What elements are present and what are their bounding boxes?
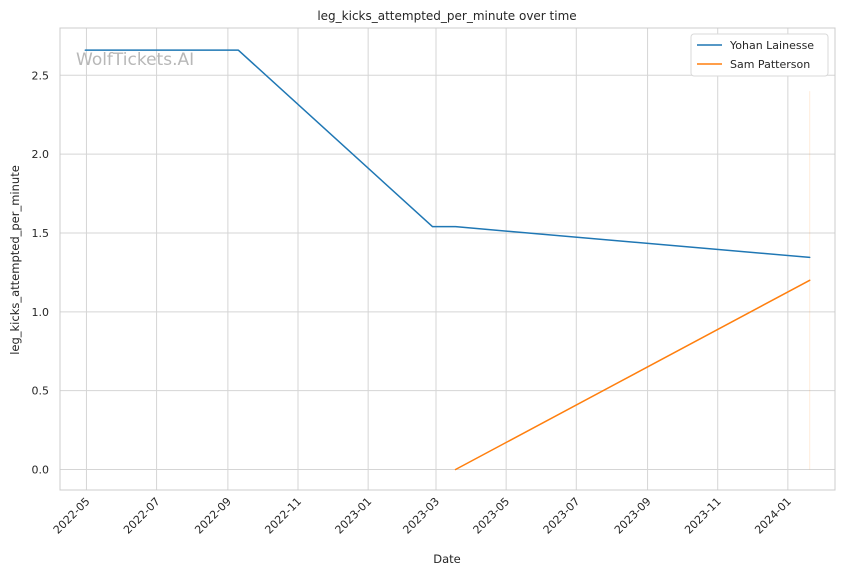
legend-label-yohan-lainesse: Yohan Lainesse — [729, 39, 814, 52]
chart-title: leg_kicks_attempted_per_minute over time — [317, 9, 576, 23]
x-axis-label: Date — [433, 552, 461, 566]
legend: Yohan Lainesse Sam Patterson — [690, 33, 829, 77]
plot-frame — [59, 27, 836, 491]
y-axis-label: leg_kicks_attempted_per_minute — [8, 165, 22, 355]
y-tick-label: 2.5 — [32, 69, 50, 82]
y-tick-label: 0.0 — [32, 464, 50, 477]
series-line-yohan-lainesse — [84, 49, 811, 259]
watermark-text: WolfTickets.AI — [76, 50, 194, 70]
y-tick-label: 2.0 — [32, 148, 50, 161]
series-line-sam-patterson — [454, 279, 811, 471]
legend-label-sam-patterson: Sam Patterson — [730, 58, 810, 71]
series-layer — [84, 49, 811, 471]
y-tick-label: 1.5 — [32, 227, 50, 240]
y-tick-label: 1.0 — [32, 306, 50, 319]
legend-box — [690, 33, 829, 77]
grid-layer — [60, 28, 835, 490]
y-tick-label: 0.5 — [32, 385, 50, 398]
